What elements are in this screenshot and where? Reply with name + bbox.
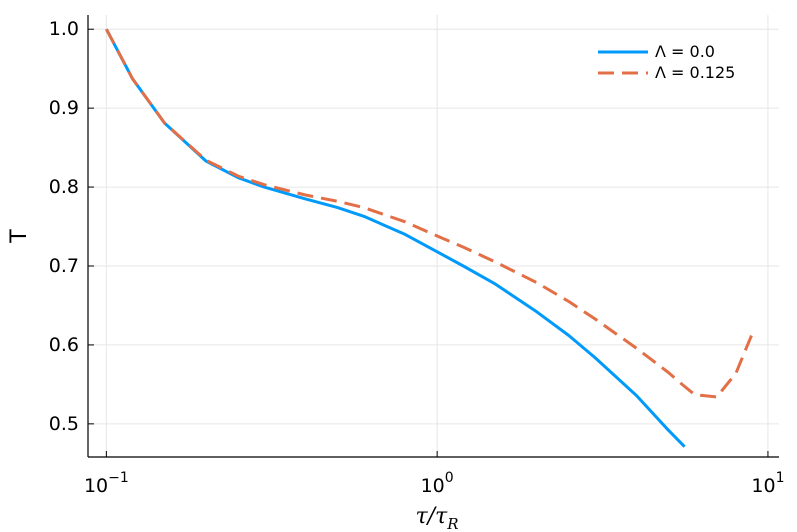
x-axis-title-subscript: R [446, 515, 458, 532]
ticks: 0.5 0.6 0.7 0.8 0.9 1.0 10−1 100 101 [49, 18, 785, 497]
y-tick-label: 0.9 [49, 97, 79, 119]
y-tick-label: 0.6 [49, 334, 79, 356]
y-tick-label: 0.8 [49, 176, 79, 198]
grid-lines [88, 15, 779, 457]
x-tick-label: 10−1 [84, 470, 129, 497]
series-line-0 [105, 28, 686, 448]
legend: Λ = 0.0 Λ = 0.125 [598, 42, 735, 82]
series-group [105, 28, 755, 448]
x-axis-title-main: τ/τ [415, 504, 448, 529]
y-tick-label: 0.5 [49, 413, 79, 435]
x-tick-label: 100 [421, 470, 454, 497]
y-tick-label: 0.7 [49, 255, 79, 277]
y-axis-title: T [7, 229, 32, 244]
legend-label-1: Λ = 0.125 [655, 63, 735, 82]
axes [87, 15, 779, 458]
x-axis-title: τ/τR [415, 504, 458, 532]
y-tick-label: 1.0 [49, 18, 79, 40]
legend-label-0: Λ = 0.0 [655, 42, 715, 61]
series-line-1 [105, 28, 755, 399]
x-tick-label: 101 [751, 470, 784, 497]
